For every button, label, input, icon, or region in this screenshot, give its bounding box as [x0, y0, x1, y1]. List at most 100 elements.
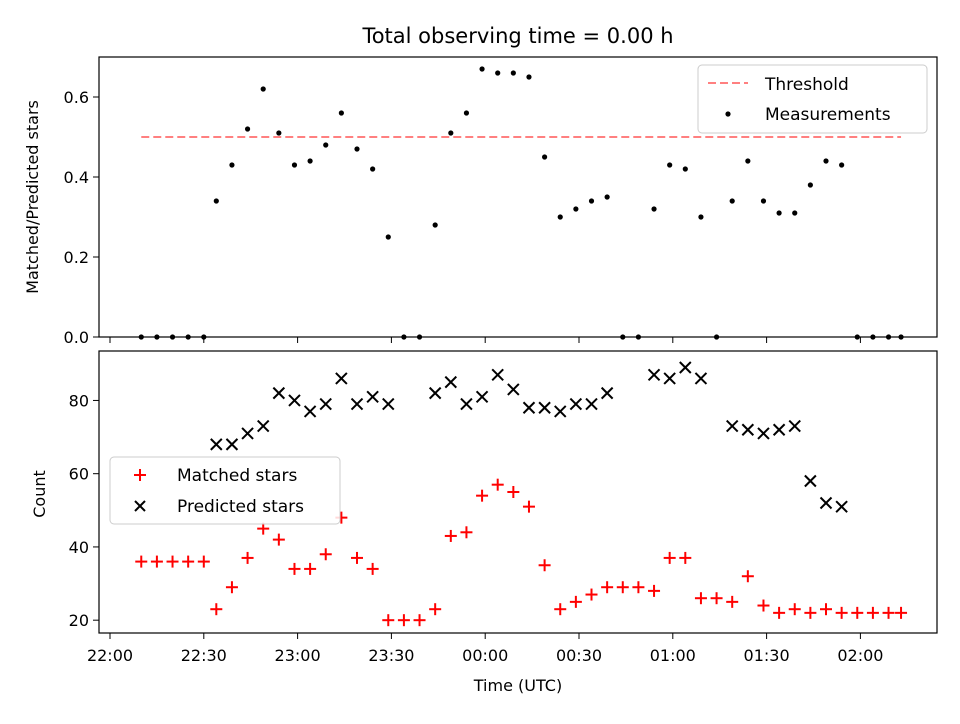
predicted-star-point: [272, 386, 286, 400]
predicted-star-point: [585, 397, 598, 411]
measurement-point: [854, 334, 860, 340]
matched-star-point: [632, 581, 645, 594]
measurement-point: [244, 126, 251, 132]
matched-star-point: [460, 526, 473, 539]
predicted-star-point: [444, 375, 458, 389]
bottom-y-tick-label: 80: [69, 391, 89, 410]
bottom-y-axis-label: Count: [30, 470, 49, 518]
measurement-point: [823, 158, 829, 164]
measurement-point: [682, 166, 688, 172]
predicted-star-point: [538, 401, 551, 414]
matched-star-point: [288, 562, 301, 575]
bottom-legend: Matched stars Predicted stars: [109, 456, 341, 525]
matched-star-point: [257, 522, 270, 535]
bottom-y-ticks: 20 40 60 80: [69, 391, 99, 630]
top-y-axis-label: Matched/Predicted stars: [23, 100, 42, 294]
matched-star-point: [491, 478, 504, 491]
predicted-star-point: [475, 390, 489, 403]
predicted-star-point: [600, 386, 614, 400]
predicted-star-point: [694, 372, 708, 385]
x-tick-label: 23:30: [368, 646, 414, 665]
matched-star-point: [679, 551, 692, 564]
measurement-point: [776, 210, 782, 216]
matched-star-point: [710, 592, 723, 605]
top-x-ticks: [109, 337, 861, 343]
x-tick-label: 00:30: [556, 646, 602, 665]
matched-star-point: [366, 562, 379, 575]
predicted-star-point: [804, 474, 817, 488]
top-y-tick-label: 0.0: [64, 328, 89, 347]
legend-predicted-label: Predicted stars: [177, 497, 304, 517]
bottom-y-tick-label: 60: [69, 465, 89, 484]
measurement-point: [138, 334, 144, 340]
chart-title: Total observing time = 0.00 h: [361, 24, 673, 48]
matched-star-point: [663, 551, 676, 564]
measurement-point: [169, 334, 176, 340]
predicted-star-point: [335, 372, 348, 385]
matched-star-point: [757, 599, 770, 612]
measurement-point: [839, 162, 845, 168]
predicted-star-point: [522, 401, 536, 414]
predicted-star-point: [819, 496, 833, 510]
legend-predicted-swatch: [134, 500, 146, 512]
matched-star-point: [616, 581, 629, 594]
x-tick-label: 00:00: [462, 646, 508, 665]
x-tick-label: 23:00: [275, 646, 321, 665]
measurement-point: [370, 166, 376, 172]
measurement-point: [542, 154, 548, 160]
predicted-star-point: [757, 427, 770, 440]
predicted-star-point: [225, 438, 239, 451]
matched-star-point: [507, 486, 520, 498]
measurement-point: [713, 334, 720, 340]
measurement-point: [323, 142, 329, 148]
matched-star-point: [569, 595, 582, 608]
measurement-point: [448, 130, 454, 136]
predicted-star-point: [835, 500, 848, 513]
predicted-star-point: [460, 397, 473, 411]
matched-star-point: [166, 555, 179, 568]
matched-star-point: [382, 614, 395, 627]
measurement-point: [885, 334, 892, 340]
predicted-star-point: [288, 394, 301, 407]
measurement-point: [510, 70, 516, 76]
predicted-star-point: [382, 397, 395, 411]
measurement-point: [651, 206, 657, 212]
measurement-point: [201, 334, 207, 340]
measurement-point: [495, 70, 501, 76]
matched-star-point: [150, 555, 163, 568]
matched-star-point: [182, 555, 195, 568]
predicted-star-point: [507, 383, 520, 396]
bottom-y-tick-label: 40: [69, 538, 89, 557]
measurement-point: [229, 162, 235, 168]
x-tick-label: 22:00: [87, 646, 133, 665]
matched-star-point: [851, 606, 864, 619]
predicted-star-point: [428, 386, 442, 400]
matched-star-point: [304, 562, 317, 575]
matched-star-point: [397, 614, 410, 627]
measurement-point: [792, 210, 798, 216]
legend-measurements-swatch: [725, 111, 731, 117]
measurement-point: [432, 222, 438, 228]
matched-star-point: [210, 603, 223, 616]
matched-star-point: [554, 603, 567, 616]
measurement-point: [154, 334, 160, 340]
matched-stars-points: [135, 478, 908, 627]
x-tick-label: 01:00: [650, 646, 696, 665]
matched-star-point: [694, 592, 707, 605]
matched-star-point: [522, 500, 535, 513]
predicted-star-point: [319, 397, 332, 411]
matched-star-point: [866, 606, 879, 619]
measurement-point: [291, 162, 298, 168]
measurement-point: [185, 334, 191, 340]
top-y-tick-label: 0.6: [64, 88, 89, 107]
legend-measurements-label: Measurements: [765, 105, 891, 125]
top-y-tick-label: 0.2: [64, 248, 89, 267]
matched-star-point: [835, 606, 848, 619]
measurement-point: [729, 198, 735, 204]
measurement-point: [745, 158, 751, 164]
measurement-point: [338, 110, 344, 116]
predicted-star-point: [554, 405, 567, 418]
predicted-star-point: [741, 423, 755, 436]
measurement-point: [760, 198, 767, 204]
